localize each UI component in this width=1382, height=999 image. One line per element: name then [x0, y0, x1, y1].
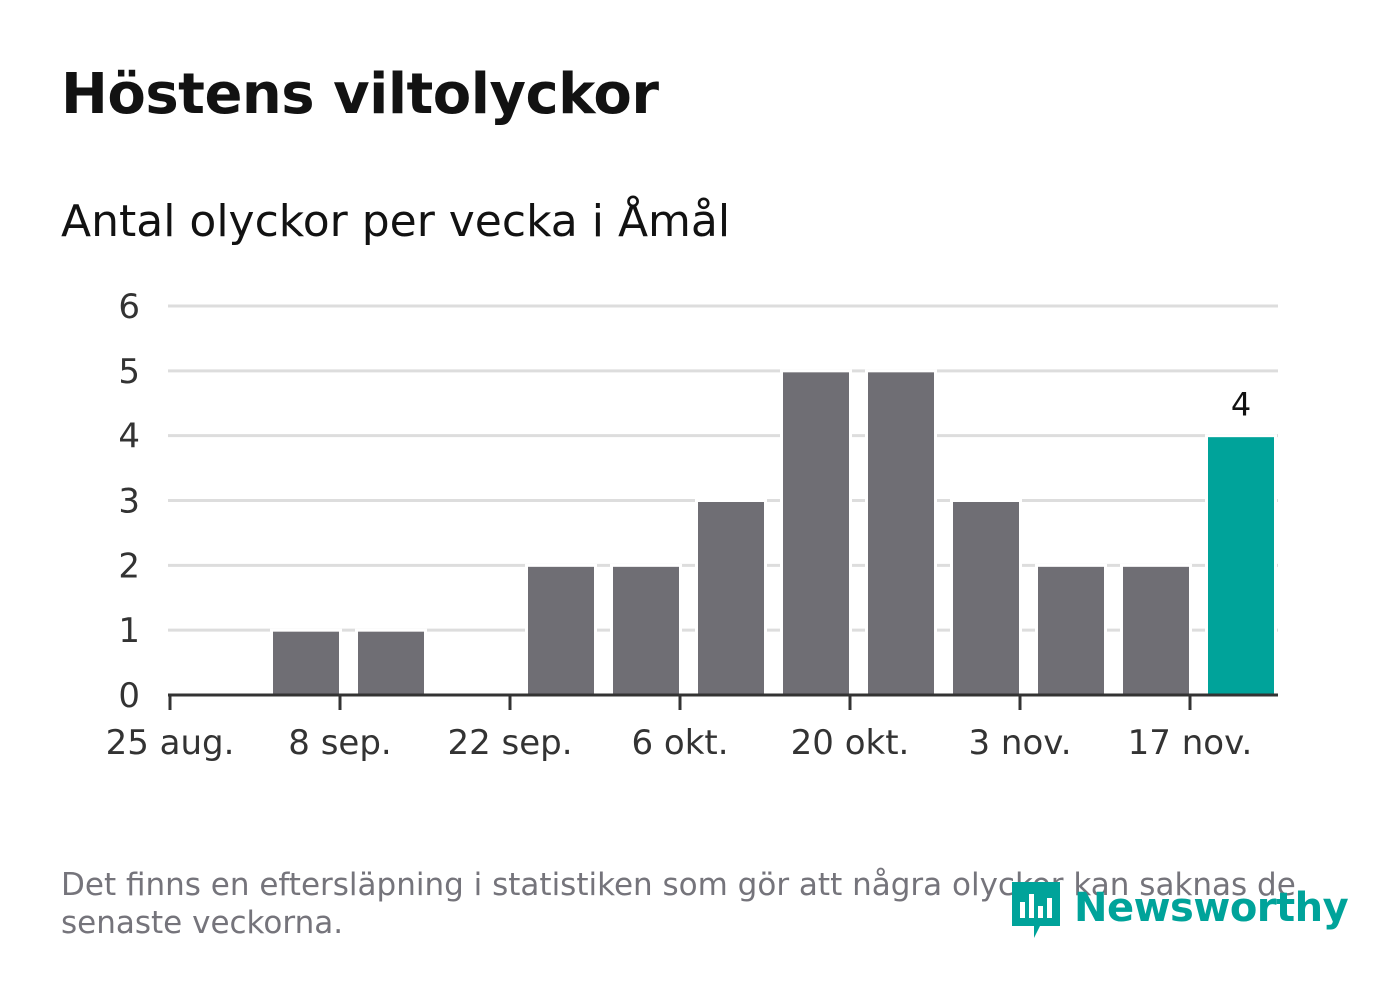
x-tick-label: 25 aug. [106, 723, 235, 763]
y-tick-label: 2 [118, 546, 140, 586]
bar [780, 369, 852, 697]
newsworthy-bar-chart-icon [1012, 882, 1060, 938]
x-tick-label: 22 sep. [447, 723, 572, 763]
chart-title: Höstens viltolyckor [61, 62, 659, 127]
bar [950, 499, 1022, 697]
bars [270, 369, 1277, 697]
bar [865, 369, 937, 697]
x-tick-label: 17 nov. [1128, 723, 1253, 763]
y-tick-label: 0 [118, 676, 140, 716]
bar [525, 563, 597, 697]
x-axis [168, 693, 1278, 710]
x-tick-label: 6 okt. [631, 723, 728, 763]
y-tick-label: 3 [118, 482, 140, 522]
bar [695, 499, 767, 697]
bar-highlight [1205, 434, 1277, 697]
bar [270, 628, 342, 697]
y-axis-labels: 0 1 2 3 4 5 6 [118, 287, 140, 716]
x-tick-label: 20 okt. [791, 723, 910, 763]
y-tick-label: 4 [118, 417, 140, 457]
brand-name: Newsworthy [1074, 885, 1349, 931]
newsworthy-logo: Newsworthy [1010, 876, 1349, 940]
chart-subtitle: Antal olyckor per vecka i Åmål [61, 196, 731, 247]
y-tick-label: 1 [118, 611, 140, 651]
data-labels: 4 [1231, 386, 1251, 424]
x-axis-labels: 25 aug. 8 sep. 22 sep. 6 okt. 20 okt. 3 nov. 1… [106, 723, 1253, 763]
footnote: Det finns en eftersläpning i statistiken… [61, 867, 1296, 941]
x-tick-label: 8 sep. [288, 723, 391, 763]
bar [1120, 563, 1192, 697]
bar [610, 563, 682, 697]
y-tick-label: 6 [118, 287, 140, 327]
bar [1035, 563, 1107, 697]
y-tick-label: 5 [118, 352, 140, 392]
data-label: 4 [1231, 386, 1251, 424]
bar [355, 628, 427, 697]
x-tick-label: 3 nov. [968, 723, 1071, 763]
